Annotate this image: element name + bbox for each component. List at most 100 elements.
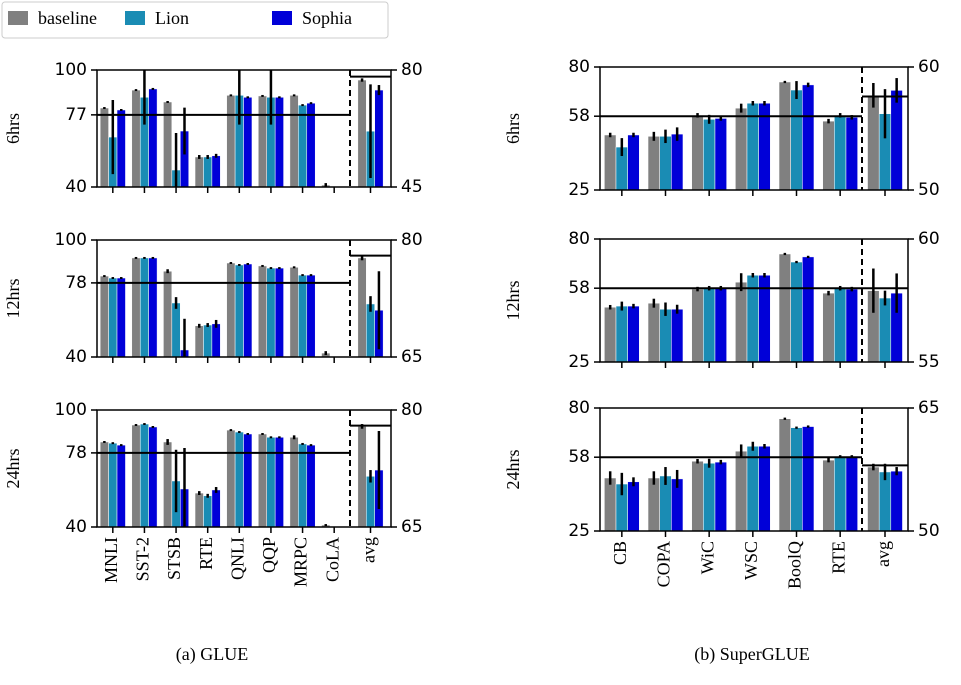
bar <box>131 89 141 187</box>
y-tick-label: 80 <box>568 398 590 418</box>
y-tick-label: 58 <box>568 278 590 298</box>
frame <box>96 409 392 528</box>
bar <box>226 95 236 187</box>
x-tick-label: QQP <box>259 537 279 573</box>
x-tick-label: CoLA <box>322 537 342 582</box>
bar <box>274 267 284 357</box>
bar <box>366 476 375 527</box>
plot-area <box>604 78 903 190</box>
x-tick-label: avg <box>873 541 893 567</box>
bar <box>357 426 367 527</box>
y2-tick-label: 50 <box>918 180 940 200</box>
y-tick-label: 80 <box>568 229 590 249</box>
caption: (b) SuperGLUE <box>694 644 809 665</box>
bar <box>758 445 771 531</box>
bar <box>822 459 835 531</box>
bar <box>714 118 727 190</box>
bar <box>867 95 880 190</box>
bar <box>116 444 126 527</box>
bar <box>274 97 284 187</box>
y-tick-label: 25 <box>568 352 590 372</box>
bar <box>845 117 858 190</box>
legend-swatch <box>272 11 292 25</box>
bar <box>298 443 308 527</box>
x-tick-label: RTE <box>828 541 848 574</box>
bar <box>802 84 815 190</box>
y2-tick-label: 65 <box>401 517 423 537</box>
bar <box>211 155 221 187</box>
bar <box>627 305 640 362</box>
bar <box>714 287 727 362</box>
bar <box>802 256 815 362</box>
y-tick-label: 40 <box>65 347 87 367</box>
bar <box>99 441 109 527</box>
bar <box>148 88 158 187</box>
bar <box>116 277 126 357</box>
y2-tick-label: 60 <box>918 229 940 249</box>
bar <box>211 323 221 357</box>
frame <box>96 239 392 358</box>
bar <box>627 481 640 531</box>
x-tick-label: CB <box>610 541 630 565</box>
bar <box>845 288 858 362</box>
frame <box>599 238 909 363</box>
bar <box>604 134 617 190</box>
bar <box>691 288 704 362</box>
bar <box>108 442 118 527</box>
x-tick-label: WiC <box>697 541 717 574</box>
y-tick-label: 77 <box>65 105 87 125</box>
bar <box>615 305 628 362</box>
y-tick-label: 58 <box>568 447 590 467</box>
bar <box>274 437 284 527</box>
bar <box>659 136 672 190</box>
bar <box>108 277 118 357</box>
bar <box>171 302 181 357</box>
y-axis-label: 24hrs <box>3 449 23 489</box>
bar <box>131 257 141 357</box>
bar <box>703 287 716 362</box>
bar <box>647 477 660 531</box>
bar <box>671 308 684 362</box>
bar <box>357 79 367 187</box>
y2-tick-label: 80 <box>401 60 423 80</box>
x-tick-label: COPA <box>654 541 674 587</box>
bar <box>148 257 158 357</box>
y-tick-label: 25 <box>568 180 590 200</box>
bar <box>194 325 204 357</box>
bar <box>194 492 204 527</box>
bar <box>338 356 348 357</box>
bar <box>203 495 213 527</box>
bar <box>802 426 815 531</box>
bar <box>226 262 236 357</box>
legend-swatch <box>125 11 145 25</box>
x-tick-label: BoolQ <box>785 541 805 589</box>
bar <box>790 89 803 190</box>
y2-tick-label: 65 <box>401 347 423 367</box>
bar <box>211 489 221 527</box>
bar <box>203 324 213 357</box>
legend-label: Sophia <box>302 8 352 28</box>
bar <box>834 287 847 362</box>
bar <box>735 281 748 362</box>
bar <box>243 433 253 527</box>
y2-tick-label: 50 <box>918 521 940 541</box>
bar <box>604 477 617 531</box>
y-axis-label: 24hrs <box>503 450 523 490</box>
bar <box>226 429 236 527</box>
x-tick-label: SST-2 <box>133 537 153 581</box>
y-tick-label: 25 <box>568 521 590 541</box>
plot-area <box>99 255 384 357</box>
y-axis-label: 6hrs <box>3 113 23 144</box>
y-tick-label: 80 <box>568 57 590 77</box>
bar <box>867 466 880 531</box>
x-tick-label: RTE <box>196 537 216 570</box>
y2-tick-label: 65 <box>918 398 940 418</box>
bar <box>298 274 308 357</box>
bar <box>822 292 835 362</box>
bar <box>163 441 173 527</box>
bar <box>659 308 672 362</box>
bar <box>790 427 803 531</box>
y-tick-label: 40 <box>65 517 87 537</box>
bar <box>289 437 299 527</box>
